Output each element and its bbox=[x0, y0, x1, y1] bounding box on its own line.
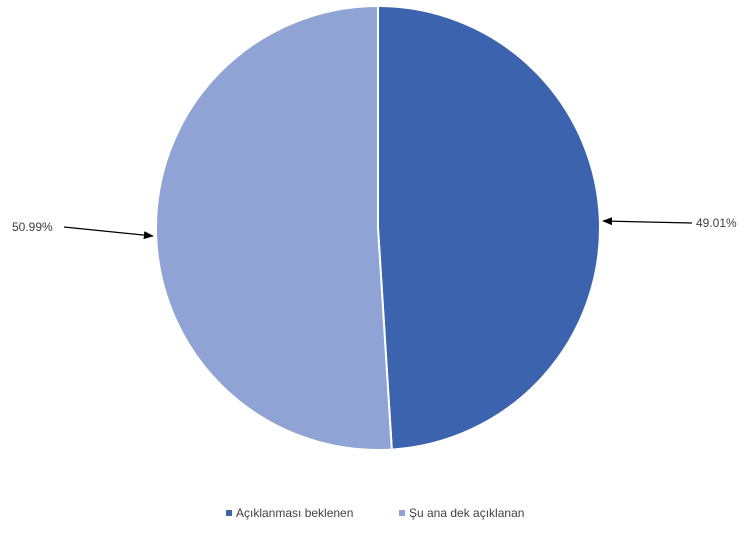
data-label-1: 49.01% bbox=[696, 216, 737, 230]
data-label-2: 50.99% bbox=[12, 220, 53, 234]
pie-slice-1 bbox=[377, 4, 601, 451]
callout-arrow-1 bbox=[602, 217, 693, 226]
pie-slices bbox=[155, 4, 601, 451]
legend-swatch-1 bbox=[226, 510, 232, 516]
legend: Açıklanması beklenen Şu ana dek açıklanan bbox=[226, 506, 524, 520]
legend-label-2: Şu ana dek açıklanan bbox=[409, 506, 524, 520]
data-label-callouts: 49.01% 50.99% bbox=[12, 216, 737, 240]
callout-arrow-2 bbox=[63, 226, 154, 240]
pie-slice-2 bbox=[155, 4, 393, 451]
legend-label-1: Açıklanması beklenen bbox=[236, 506, 353, 520]
legend-swatch-2 bbox=[399, 510, 405, 516]
